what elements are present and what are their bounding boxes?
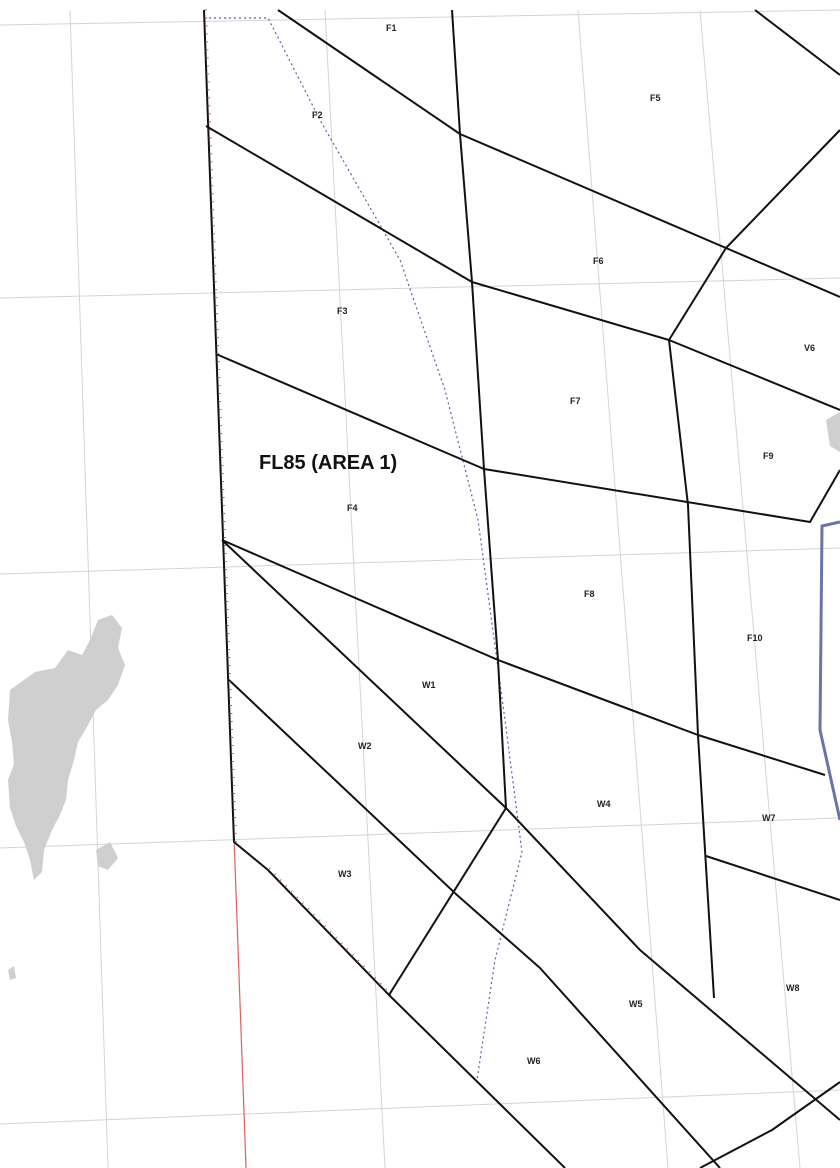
sector-label-f3: F3 — [337, 306, 348, 316]
area-title: FL85 (AREA 1) — [259, 452, 397, 474]
sector-label-f1: F1 — [386, 23, 397, 33]
sector-label-f5: F5 — [650, 93, 661, 103]
sector-label-w1: W1 — [422, 680, 436, 690]
sector-label-f4: F4 — [347, 503, 358, 513]
sector-label-w4: W4 — [597, 799, 611, 809]
sector-label-v6: V6 — [804, 343, 815, 353]
boundary-ticks — [203, 9, 388, 991]
sector-label-w5: W5 — [629, 999, 643, 1009]
grid-lines — [0, 9, 840, 1168]
sector-label-f2: F2 — [312, 110, 323, 120]
sector-label-w2: W2 — [358, 741, 372, 751]
dotted-route — [204, 17, 523, 1081]
highlighted-region-border — [818, 520, 840, 821]
sector-label-f8: F8 — [584, 589, 595, 599]
landmass — [8, 412, 840, 980]
sector-label-w7: W7 — [762, 813, 776, 823]
sector-label-w3: W3 — [338, 869, 352, 879]
sector-borders — [203, 9, 840, 1168]
sector-label-w8: W8 — [786, 983, 800, 993]
sector-label-f6: F6 — [593, 256, 604, 266]
sector-label-f9: F9 — [763, 451, 774, 461]
sector-label-f10: F10 — [747, 633, 763, 643]
sector-label-f7: F7 — [570, 396, 581, 406]
sector-label-w6: W6 — [527, 1056, 541, 1066]
sector-labels: FL85 (AREA 1) F1 F2 F3 F4 F5 F6 F7 F8 F9… — [259, 23, 815, 1066]
